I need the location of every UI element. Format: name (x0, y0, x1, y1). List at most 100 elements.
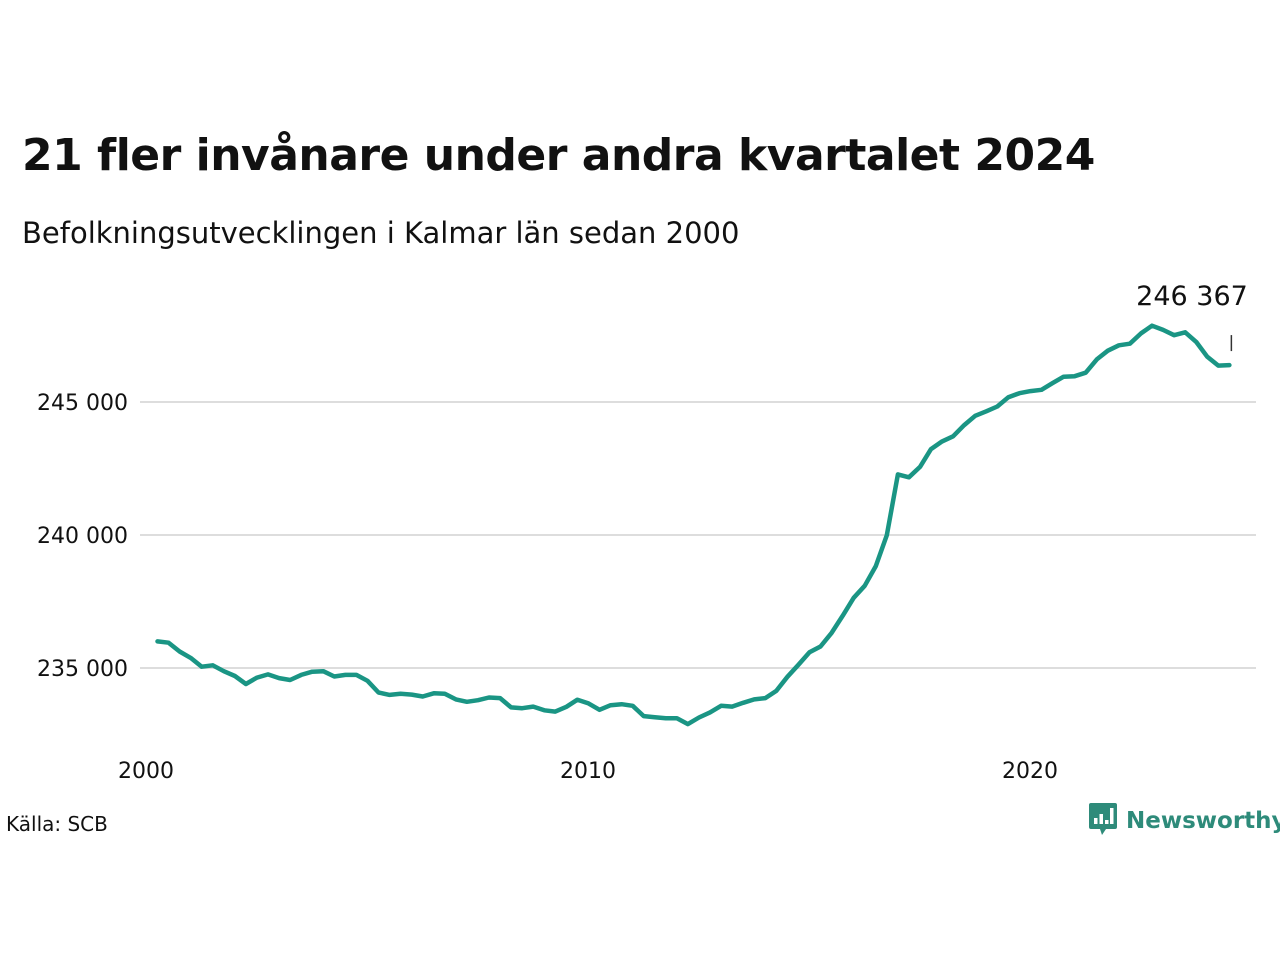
data-point (763, 696, 767, 700)
data-point (244, 682, 248, 686)
data-point (167, 641, 171, 645)
data-point (156, 639, 160, 643)
data-point (973, 414, 977, 418)
data-point (841, 614, 845, 618)
x-tick-label: 2010 (560, 759, 616, 784)
data-point (874, 564, 878, 568)
data-point (1084, 371, 1088, 375)
data-point (1205, 355, 1209, 359)
data-point (277, 676, 281, 680)
source-note: Källa: SCB (6, 812, 108, 836)
data-point (1029, 389, 1033, 393)
data-point (520, 706, 524, 710)
data-point (553, 710, 557, 714)
data-point (410, 693, 414, 697)
bar-chart-speech-bubble-icon (1088, 802, 1118, 840)
data-point (1150, 324, 1154, 328)
data-point (476, 698, 480, 702)
data-point (708, 710, 712, 714)
data-point (310, 670, 314, 674)
data-point (1017, 391, 1021, 395)
data-point (808, 650, 812, 654)
y-tick-label: 235 000 (37, 657, 128, 682)
data-point (255, 676, 259, 680)
data-point (564, 705, 568, 709)
data-point (443, 692, 447, 696)
data-point (796, 663, 800, 667)
data-point (222, 669, 226, 673)
data-point (598, 708, 602, 712)
y-tick-label: 245 000 (37, 391, 128, 416)
data-point (321, 669, 325, 673)
data-point (774, 689, 778, 693)
data-point (609, 703, 613, 707)
data-point (631, 704, 635, 708)
data-point (465, 700, 469, 704)
data-point (399, 692, 403, 696)
data-point (575, 698, 579, 702)
data-point (531, 705, 535, 709)
data-point (1040, 388, 1044, 392)
y-tick-label: 240 000 (37, 524, 128, 549)
data-point (498, 696, 502, 700)
data-point (785, 675, 789, 679)
data-point (929, 447, 933, 451)
data-point (354, 673, 358, 677)
data-point (266, 672, 270, 676)
data-point (1183, 330, 1187, 334)
data-point (962, 423, 966, 427)
data-point (620, 702, 624, 706)
data-point (200, 665, 204, 669)
data-point (852, 596, 856, 600)
data-point (421, 695, 425, 699)
data-point (752, 697, 756, 701)
data-point (697, 716, 701, 720)
data-point (885, 533, 889, 537)
data-point (819, 645, 823, 649)
chart-title: 21 fler invånare under andra kvartalet 2… (22, 130, 1095, 181)
brand-name: Newsworthy (1126, 808, 1280, 834)
data-point (642, 714, 646, 718)
last-value-label: 246 367 (1136, 281, 1248, 312)
data-point (1051, 381, 1055, 385)
data-point (178, 650, 182, 654)
data-point (863, 584, 867, 588)
data-point (984, 409, 988, 413)
data-point (189, 656, 193, 660)
data-point (542, 708, 546, 712)
data-point (907, 475, 911, 479)
data-point (388, 693, 392, 697)
data-point (233, 674, 237, 678)
data-point (211, 663, 215, 667)
data-point (741, 701, 745, 705)
data-point (1062, 375, 1066, 379)
data-point (487, 696, 491, 700)
x-tick-label: 2000 (118, 759, 174, 784)
data-point (653, 715, 657, 719)
data-point (675, 716, 679, 720)
data-point (995, 405, 999, 409)
data-point (1128, 342, 1132, 346)
data-point (343, 673, 347, 677)
series-points (156, 324, 1232, 726)
data-point (918, 465, 922, 469)
data-point (896, 472, 900, 476)
data-point (366, 679, 370, 683)
data-point (686, 722, 690, 726)
x-axis-tick-labels: 2000 2010 2020 (118, 759, 1058, 784)
data-point (288, 678, 292, 682)
data-point (332, 675, 336, 679)
data-point (299, 673, 303, 677)
data-point (1106, 349, 1110, 353)
data-point (1073, 374, 1077, 378)
data-point (1139, 331, 1143, 335)
data-point (1006, 395, 1010, 399)
data-point (1227, 363, 1231, 367)
data-point (454, 697, 458, 701)
data-point (1216, 364, 1220, 368)
data-point (719, 704, 723, 708)
data-point (1172, 333, 1176, 337)
newsworthy-logo[interactable]: Newsworthy (1088, 802, 1280, 840)
data-point (377, 691, 381, 695)
